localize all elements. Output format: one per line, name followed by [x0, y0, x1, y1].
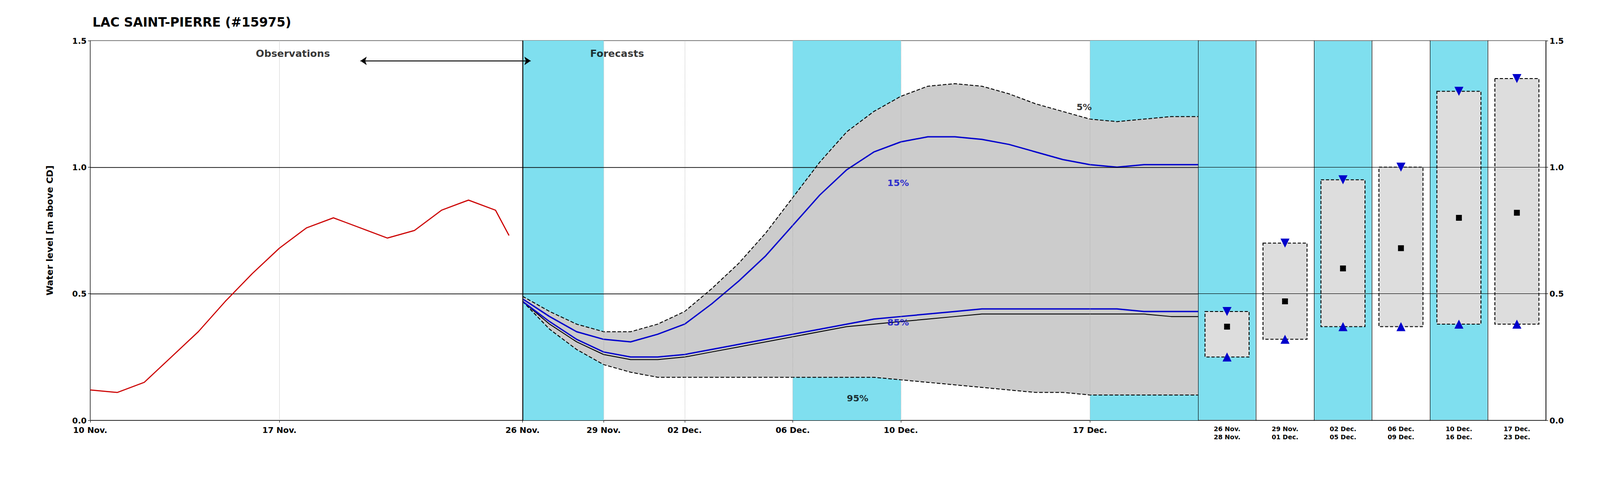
svg-text:06 Dec.: 06 Dec.	[775, 424, 810, 435]
svg-text:16 Dec.: 16 Dec.	[1445, 433, 1473, 441]
svg-text:23 Dec.: 23 Dec.	[1503, 433, 1531, 441]
svg-text:0.0: 0.0	[72, 415, 87, 425]
svg-text:Water level [m above CD]: Water level [m above CD]	[44, 165, 56, 296]
svg-text:Observations: Observations	[255, 47, 330, 60]
svg-text:28 Nov.: 28 Nov.	[1213, 433, 1241, 441]
svg-text:29 Nov.: 29 Nov.	[1271, 424, 1299, 433]
svg-text:1.0: 1.0	[72, 162, 87, 172]
svg-text:26 Nov.: 26 Nov.	[1213, 424, 1241, 433]
svg-text:10 Nov.: 10 Nov.	[73, 424, 108, 435]
svg-text:01 Dec.: 01 Dec.	[1271, 433, 1299, 441]
svg-text:02 Dec.: 02 Dec.	[1329, 424, 1357, 433]
svg-text:05 Dec.: 05 Dec.	[1329, 433, 1357, 441]
svg-text:06 Dec.: 06 Dec.	[1387, 424, 1415, 433]
svg-text:85%: 85%	[887, 316, 909, 328]
svg-text:10 Dec.: 10 Dec.	[883, 424, 918, 435]
svg-text:26 Nov.: 26 Nov.	[505, 424, 540, 435]
svg-text:Forecasts: Forecasts	[590, 47, 645, 60]
svg-text:1.5: 1.5	[72, 36, 87, 46]
svg-text:17 Dec.: 17 Dec.	[1072, 424, 1107, 435]
svg-text:15%: 15%	[887, 177, 909, 189]
svg-text:02 Dec.: 02 Dec.	[667, 424, 702, 435]
svg-text:17 Nov.: 17 Nov.	[262, 424, 297, 435]
svg-text:09 Dec.: 09 Dec.	[1387, 433, 1415, 441]
svg-text:LAC SAINT-PIERRE (#15975): LAC SAINT-PIERRE (#15975)	[92, 14, 292, 30]
svg-text:5%: 5%	[1076, 101, 1092, 113]
svg-text:0.0: 0.0	[1549, 415, 1564, 425]
svg-text:0.5: 0.5	[1549, 288, 1564, 299]
svg-text:1.0: 1.0	[1549, 162, 1564, 172]
svg-text:95%: 95%	[846, 392, 869, 404]
svg-text:0.5: 0.5	[72, 288, 87, 299]
svg-text:1.5: 1.5	[1549, 36, 1564, 46]
svg-text:10 Dec.: 10 Dec.	[1445, 424, 1473, 433]
svg-text:29 Nov.: 29 Nov.	[586, 424, 621, 435]
svg-text:17 Dec.: 17 Dec.	[1503, 424, 1531, 433]
